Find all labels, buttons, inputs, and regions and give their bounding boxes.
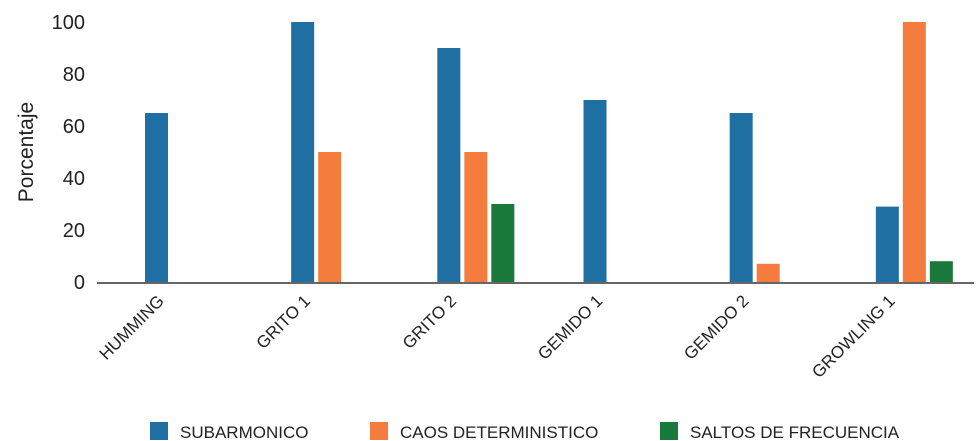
bar-subarmonico-gemido-2 — [729, 113, 753, 282]
legend-label: CAOS DETERMINISTICO — [400, 423, 598, 441]
bar-caos-deterministico-gemido-2 — [756, 263, 780, 282]
legend-swatch — [660, 422, 678, 440]
y-axis: 0 20 40 60 80 100 — [52, 12, 85, 294]
bar-subarmonico-humming — [145, 113, 168, 282]
bar-caos-deterministico-grito-2 — [464, 152, 488, 282]
bar-subarmonico-growling-1 — [875, 206, 899, 282]
bars — [145, 22, 953, 282]
bar-subarmonico-grito-1 — [291, 22, 315, 282]
legend-label: SUBARMONICO — [180, 423, 308, 441]
x-category-label: GEMIDO 2 — [680, 291, 752, 363]
bar-caos-deterministico-grito-1 — [318, 152, 342, 282]
legend-swatch — [150, 422, 168, 440]
x-category-label: HUMMING — [96, 291, 168, 363]
y-tick-label: 20 — [63, 220, 85, 242]
y-tick-label: 0 — [74, 272, 85, 294]
bar-saltos-de-frecuencia-growling-1 — [929, 261, 953, 282]
legend-swatch — [370, 422, 388, 440]
y-axis-title: Porcentaje — [15, 102, 38, 202]
legend-label: SALTOS DE FRECUENCIA — [690, 423, 900, 441]
bar-subarmonico-grito-2 — [437, 48, 461, 282]
x-axis-labels: HUMMING GRITO 1 GRITO 2 GEMIDO 1 GEMIDO 2 GRO… — [96, 291, 899, 381]
y-tick-label: 60 — [63, 116, 85, 138]
x-category-label: GROWLING 1 — [808, 291, 898, 381]
bar-subarmonico-gemido-1 — [583, 100, 607, 282]
y-tick-label: 40 — [63, 168, 85, 190]
x-category-label: GRITO 2 — [399, 291, 460, 352]
y-tick-label: 100 — [52, 12, 85, 34]
x-category-label: GRITO 1 — [253, 291, 314, 352]
bar-caos-deterministico-growling-1 — [902, 22, 926, 282]
y-tick-label: 80 — [63, 64, 85, 86]
bar-saltos-de-frecuencia-grito-2 — [491, 204, 515, 282]
x-category-label: GEMIDO 1 — [534, 291, 606, 363]
legend: SUBARMONICO CAOS DETERMINISTICO SALTOS DE … — [150, 422, 900, 441]
